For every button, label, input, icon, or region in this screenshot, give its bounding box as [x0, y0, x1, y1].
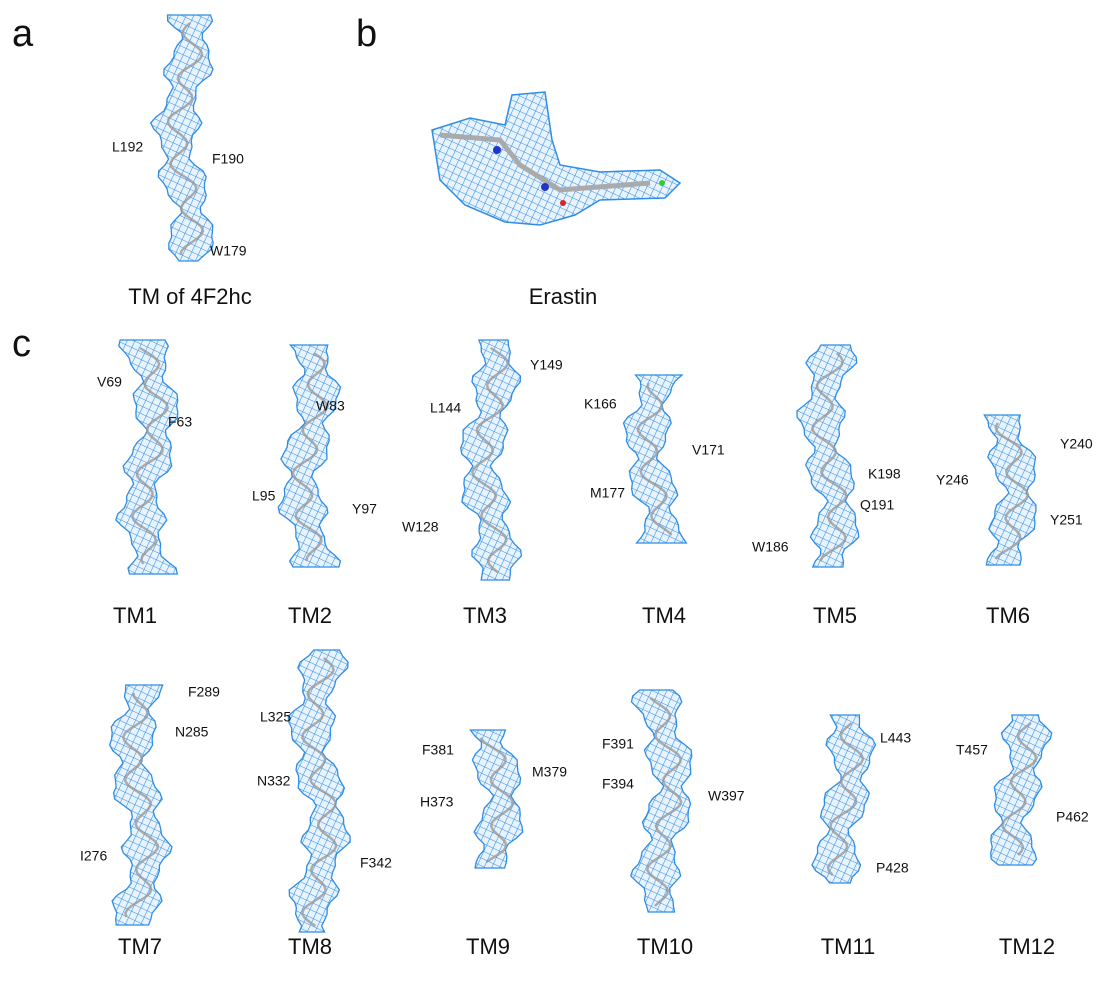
panel-letter: a — [12, 13, 34, 55]
caption: TM9 — [466, 934, 510, 959]
residue-label: L192 — [112, 139, 143, 155]
residue-label: H373 — [420, 794, 454, 810]
residue-label: Y251 — [1050, 512, 1083, 528]
helix-density — [797, 345, 859, 567]
residue-label: Y240 — [1060, 436, 1093, 452]
caption: TM of 4F2hc — [128, 284, 251, 309]
atom — [659, 180, 665, 186]
residue-label: Q191 — [860, 497, 894, 513]
residue-label: L95 — [252, 488, 276, 504]
caption: TM5 — [813, 603, 857, 628]
helix-density — [278, 345, 340, 567]
atom — [493, 146, 501, 154]
residue-label: W186 — [752, 539, 789, 555]
figure: a b c TM of 4F2hc Erastin L192 F190 W179 TM… — [0, 0, 1101, 991]
caption: TM4 — [642, 603, 686, 628]
helix-density — [631, 690, 692, 912]
residue-label: F342 — [360, 855, 392, 871]
atom — [560, 200, 566, 206]
residue-label: K198 — [868, 466, 901, 482]
residue-label: W128 — [402, 519, 439, 535]
caption: TM6 — [986, 603, 1030, 628]
residue-label: P462 — [1056, 809, 1089, 825]
caption: TM10 — [637, 934, 693, 959]
atom — [541, 183, 549, 191]
helix-density — [624, 375, 687, 543]
caption: TM7 — [118, 934, 162, 959]
helix-density — [984, 415, 1036, 565]
residue-label: F289 — [188, 684, 220, 700]
residue-label: F190 — [212, 151, 244, 167]
caption: TM1 — [113, 603, 157, 628]
residue-label: L144 — [430, 400, 461, 416]
caption: Erastin — [529, 284, 597, 309]
caption: TM12 — [999, 934, 1055, 959]
residue-label: N285 — [175, 724, 209, 740]
residue-label: V69 — [97, 374, 122, 390]
panel-letter: c — [12, 323, 31, 365]
panel-letter: b — [356, 13, 377, 55]
residue-label: N332 — [257, 773, 291, 789]
residue-label: T457 — [956, 742, 988, 758]
residue-label: I276 — [80, 848, 107, 864]
residue-label: F63 — [168, 414, 192, 430]
residue-label: Y149 — [530, 357, 563, 373]
caption: TM11 — [821, 934, 876, 959]
residue-label: F381 — [422, 742, 454, 758]
residue-label: M379 — [532, 764, 567, 780]
helix-density — [116, 340, 178, 574]
residue-label: V171 — [692, 442, 725, 458]
caption: TM3 — [463, 603, 507, 628]
residue-label: P428 — [876, 860, 909, 876]
residue-label: M177 — [590, 485, 625, 501]
page: a b c TM of 4F2hc Erastin L192 F190 W179 TM… — [0, 0, 1101, 991]
residue-label: L325 — [260, 709, 291, 725]
residue-label: L443 — [880, 730, 911, 746]
residue-label: Y246 — [936, 472, 969, 488]
helix-density — [151, 15, 214, 261]
residue-label: F394 — [602, 776, 634, 792]
residue-label: W397 — [708, 788, 745, 804]
helix-density — [288, 650, 350, 932]
caption: TM2 — [288, 603, 332, 628]
residue-label: W83 — [316, 398, 345, 414]
helix-density — [461, 340, 522, 580]
caption: TM8 — [288, 934, 332, 959]
residue-label: W179 — [210, 243, 247, 259]
residue-label: Y97 — [352, 501, 377, 517]
residue-label: F391 — [602, 736, 634, 752]
erastin-density — [432, 92, 680, 225]
residue-label: K166 — [584, 396, 617, 412]
